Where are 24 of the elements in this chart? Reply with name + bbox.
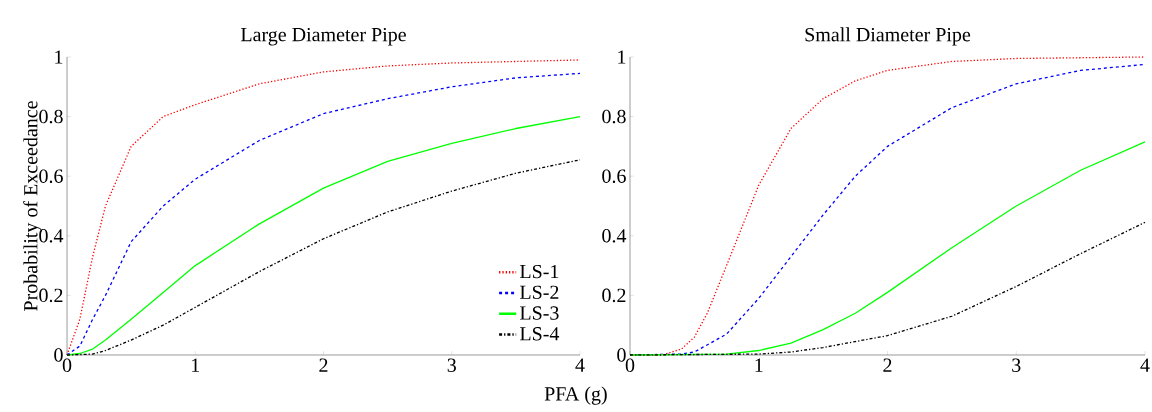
x-tick-label: 4	[1140, 358, 1150, 372]
x-tick-label: 2	[883, 358, 892, 372]
legend-label: LS-2	[519, 285, 559, 300]
legend-label: LS-1	[519, 264, 559, 279]
legend-label: LS-3	[519, 306, 559, 320]
x-tick-label: 4	[575, 358, 585, 372]
x-tick-label: 3	[447, 358, 456, 372]
y-tick-label: 0	[617, 348, 626, 362]
chart-title: Large Diameter Pipe	[240, 27, 406, 46]
legend-label: LS-4	[519, 327, 560, 341]
y-tick-label: 1	[618, 50, 626, 64]
y-tick-label: 0	[54, 348, 63, 362]
x-tick-label: 3	[1012, 358, 1021, 372]
y-tick-label: 0.4	[602, 229, 627, 243]
y-tick-label: 0.6	[602, 169, 626, 183]
chart-title: Small Diameter Pipe	[805, 27, 971, 46]
x-tick-label: 2	[319, 358, 328, 372]
y-tick-label: 0.2	[602, 288, 626, 303]
y-tick-label: 0.8	[602, 109, 626, 124]
x-tick-label: 1	[755, 358, 763, 372]
x-tick-label: 1	[192, 358, 200, 372]
x-axis-title: PFA (g)	[544, 386, 607, 405]
y-tick-label: 0.8	[39, 109, 63, 124]
y-tick-label: 1	[55, 50, 63, 64]
